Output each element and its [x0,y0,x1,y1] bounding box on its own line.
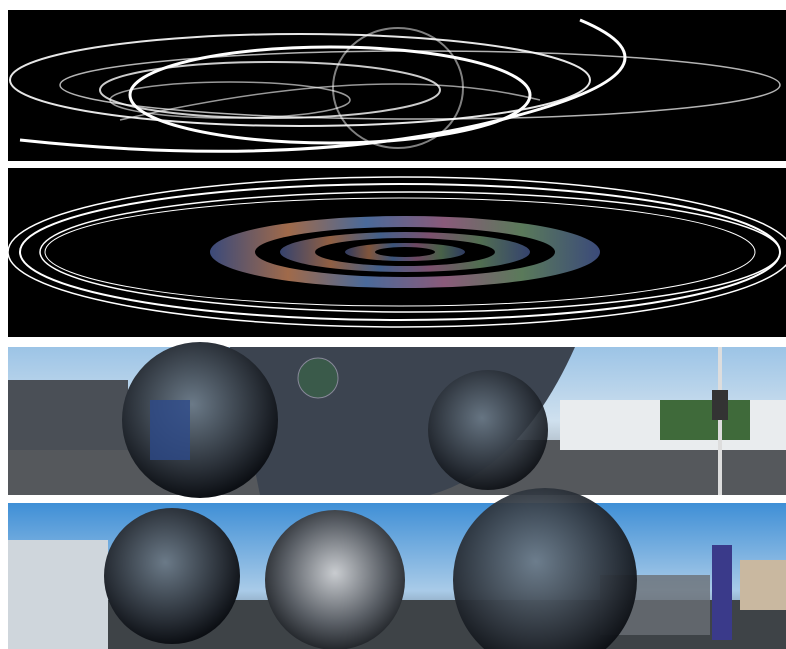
panel-orbits [8,10,786,161]
panel-street-2 [8,488,786,649]
panel-street-1 [8,342,786,498]
panel-rings [7,168,786,337]
